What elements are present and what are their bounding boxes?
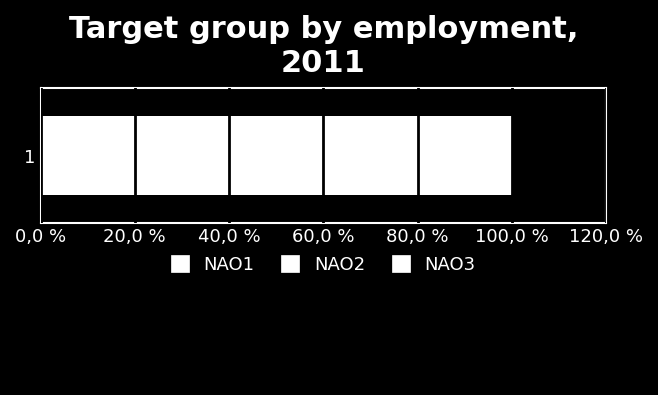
Legend: NAO1, NAO2, NAO3: NAO1, NAO2, NAO3 bbox=[165, 250, 481, 279]
Bar bbox=[41, 117, 334, 195]
Title: Target group by employment,
2011: Target group by employment, 2011 bbox=[68, 15, 578, 77]
Bar bbox=[405, 117, 512, 195]
Bar bbox=[334, 117, 405, 195]
